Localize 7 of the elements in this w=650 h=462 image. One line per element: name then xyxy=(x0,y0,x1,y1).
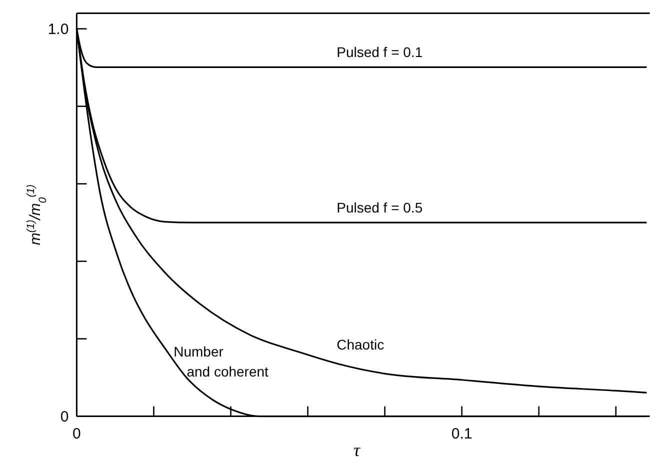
x-axis-title: τ xyxy=(353,440,360,460)
series-label: Pulsed f = 0.1 xyxy=(336,44,423,60)
y-tick-label: 1.0 xyxy=(48,20,69,38)
x-tick-label: 0.1 xyxy=(451,425,472,442)
series-label: Number and coherent xyxy=(174,343,269,380)
series-label: Pulsed f = 0.5 xyxy=(336,200,423,216)
series-label: Chaotic xyxy=(336,336,384,352)
